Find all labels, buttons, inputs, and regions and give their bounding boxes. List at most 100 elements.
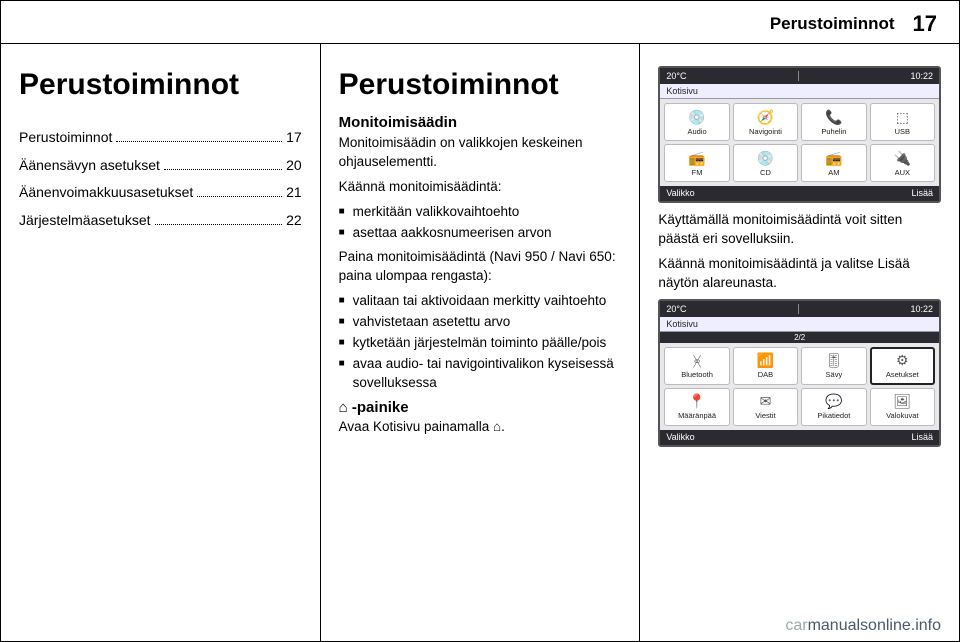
- list-item: vahvistetaan asetettu arvo: [339, 313, 622, 332]
- device-screenshot-2: 20°C 10:22 Kotisivu 2/2 ᚸBluetooth 📶DAB …: [658, 299, 941, 447]
- list-item: asettaa aakkosnumeerisen arvon: [339, 224, 622, 243]
- footer-link[interactable]: carmanualsonline.info: [785, 617, 941, 634]
- toc-row: Äänensävyn asetukset 20: [19, 156, 302, 176]
- ss2-cell-bluetooth[interactable]: ᚸBluetooth: [664, 347, 729, 385]
- ss2-bottombar: Valikko Lisää: [660, 430, 939, 445]
- cell-label: Valokuvat: [886, 411, 918, 420]
- page-footer: carmanualsonline.info: [785, 617, 941, 635]
- toc-title: Äänenvoimakkuusasetukset: [19, 183, 193, 203]
- column-2: Perustoiminnot Monitoimisäädin Monitoimi…: [321, 44, 641, 641]
- usb-icon: ⬚: [896, 109, 909, 126]
- col2-list2: valitaan tai aktivoidaan merkitty vaihto…: [339, 292, 622, 392]
- cell-label: Audio: [687, 127, 706, 136]
- cell-label: Navigointi: [749, 127, 782, 136]
- gear-icon: ⚙: [896, 352, 909, 369]
- toc-title: Järjestelmäasetukset: [19, 211, 151, 231]
- ss2-grid: ᚸBluetooth 📶DAB 🎚Sävy ⚙Asetukset 📍Määrän…: [660, 343, 939, 430]
- col2-para: Käännä monitoimisäädintä:: [339, 178, 622, 197]
- cell-label: Pikatiedot: [817, 411, 850, 420]
- ss1-grid: 💿Audio 🧭Navigointi 📞Puhelin ⬚USB 📻FM 💿CD…: [660, 99, 939, 186]
- ss1-cell-audio[interactable]: 💿Audio: [664, 103, 729, 141]
- toc-dots: [164, 169, 282, 170]
- cell-label: Bluetooth: [681, 370, 713, 379]
- ss1-cell-fm[interactable]: 📻FM: [664, 144, 729, 182]
- toc-dots: [155, 224, 283, 225]
- cell-label: Sävy: [826, 370, 843, 379]
- toc-title: Perustoiminnot: [19, 128, 112, 148]
- ss2-cell-settings[interactable]: ⚙Asetukset: [870, 347, 935, 385]
- col2-list1: merkitään valikkovaihtoehto asettaa aakk…: [339, 203, 622, 243]
- ss2-cell-photos[interactable]: 🖼Valokuvat: [870, 388, 935, 426]
- toc-row: Perustoiminnot 17: [19, 128, 302, 148]
- device-screenshot-1: 20°C 10:22 Kotisivu 💿Audio 🧭Navigointi 📞…: [658, 66, 941, 203]
- ss2-menu-button[interactable]: Valikko: [666, 432, 694, 443]
- mail-icon: ✉: [760, 393, 772, 410]
- ss2-statusbar: 20°C 10:22: [660, 301, 939, 317]
- toc-title: Äänensävyn asetukset: [19, 156, 160, 176]
- cell-label: FM: [692, 168, 703, 177]
- chat-icon: 💬: [825, 393, 842, 410]
- ss1-cell-cd[interactable]: 💿CD: [733, 144, 798, 182]
- ss1-more-button[interactable]: Lisää: [912, 188, 934, 199]
- toc-row: Järjestelmäasetukset 22: [19, 211, 302, 231]
- list-item: kytketään järjestelmän toiminto päälle/p…: [339, 334, 622, 353]
- audio-icon: 💿: [688, 109, 705, 126]
- ss2-cell-messages[interactable]: ✉Viestit: [733, 388, 798, 426]
- ss2-cell-quickinfo[interactable]: 💬Pikatiedot: [801, 388, 866, 426]
- col2-para: Paina monitoimisäädintä (Navi 950 / Navi…: [339, 248, 622, 286]
- ss2-cell-dab[interactable]: 📶DAB: [733, 347, 798, 385]
- columns: Perustoiminnot Perustoiminnot 17 Äänensä…: [1, 44, 959, 641]
- ss2-pager: 2/2: [660, 332, 939, 343]
- ss2-temp: 20°C: [666, 304, 686, 314]
- toc-page: 22: [286, 211, 302, 231]
- ss1-menu-button[interactable]: Valikko: [666, 188, 694, 199]
- ss2-time: 10:22: [910, 304, 933, 314]
- list-item: merkitään valikkovaihtoehto: [339, 203, 622, 222]
- phone-icon: 📞: [825, 109, 842, 126]
- cell-label: AUX: [895, 168, 910, 177]
- ss2-cell-destination[interactable]: 📍Määränpää: [664, 388, 729, 426]
- header-page-number: 17: [913, 11, 937, 37]
- page: Perustoiminnot 17 Perustoiminnot Perusto…: [0, 0, 960, 642]
- ss1-cell-usb[interactable]: ⬚USB: [870, 103, 935, 141]
- toc-dots: [197, 196, 282, 197]
- ss1-cell-am[interactable]: 📻AM: [801, 144, 866, 182]
- cell-label: Asetukset: [886, 370, 919, 379]
- cell-label: CD: [760, 168, 771, 177]
- compass-icon: 🧭: [757, 109, 774, 126]
- cell-label: Määränpää: [678, 411, 716, 420]
- col3-para: Käyttämällä monitoimisäädintä voit sitte…: [658, 211, 941, 249]
- col3-para: Käännä monitoimisäädintä ja valitse Lisä…: [658, 255, 941, 293]
- ss2-cell-tone[interactable]: 🎚Sävy: [801, 347, 866, 385]
- ss1-temp: 20°C: [666, 71, 686, 81]
- ss1-cell-aux[interactable]: 🔌AUX: [870, 144, 935, 182]
- dab-icon: 📶: [757, 352, 774, 369]
- header-section: Perustoiminnot: [770, 14, 895, 34]
- col2-para: Avaa Kotisivu painamalla ⌂.: [339, 418, 622, 437]
- col2-subheading: Monitoimisäädin: [339, 114, 622, 131]
- list-item: valitaan tai aktivoidaan merkitty vaihto…: [339, 292, 622, 311]
- ss1-cell-nav[interactable]: 🧭Navigointi: [733, 103, 798, 141]
- image-icon: 🖼: [893, 393, 911, 410]
- ss1-title: Kotisivu: [660, 84, 939, 99]
- col1-heading: Perustoiminnot: [19, 68, 302, 102]
- toc-page: 20: [286, 156, 302, 176]
- ss2-title: Kotisivu: [660, 317, 939, 332]
- pin-icon: 📍: [688, 393, 705, 410]
- radio-icon: 📻: [688, 150, 705, 167]
- column-3: 20°C 10:22 Kotisivu 💿Audio 🧭Navigointi 📞…: [640, 44, 959, 641]
- toc-dots: [116, 141, 282, 142]
- toc-page: 21: [286, 183, 302, 203]
- column-1: Perustoiminnot Perustoiminnot 17 Äänensä…: [1, 44, 321, 641]
- footer-rest: manualsonline.info: [808, 617, 941, 634]
- list-item: avaa audio- tai navigointivalikon kyseis…: [339, 355, 622, 393]
- ss1-statusbar: 20°C 10:22: [660, 68, 939, 84]
- cd-icon: 💿: [757, 150, 774, 167]
- ss2-more-button[interactable]: Lisää: [912, 432, 934, 443]
- radio-icon: 📻: [825, 150, 842, 167]
- col2-para: Monitoimisäädin on valikkojen keskeinen …: [339, 134, 622, 172]
- col2-heading: Perustoiminnot: [339, 68, 622, 102]
- ss-divider: [798, 304, 799, 314]
- ss1-cell-phone[interactable]: 📞Puhelin: [801, 103, 866, 141]
- cell-label: DAB: [758, 370, 773, 379]
